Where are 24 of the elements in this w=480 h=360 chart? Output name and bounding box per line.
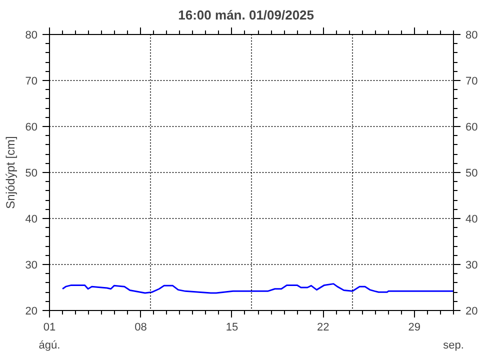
- text: sep.: [443, 340, 464, 352]
- y2-tick-label: 40: [466, 214, 478, 226]
- y2-tick-label: 60: [466, 122, 478, 134]
- x-tick-label: 29: [408, 322, 421, 334]
- x-tick-label: 08: [134, 322, 147, 334]
- y2-tick-label: 50: [466, 168, 478, 180]
- y-tick-label: 40: [25, 214, 38, 226]
- y2-tick-label: 20: [466, 306, 478, 318]
- y-tick-label: 80: [25, 30, 38, 42]
- x-tick-label: 15: [226, 322, 238, 334]
- y2-tick-label: 30: [466, 260, 478, 272]
- y-axis-title: Snjódýpt [cm]: [3, 136, 18, 209]
- y-tick-label: 50: [25, 168, 38, 180]
- chart-title: 16:00 mán. 01/09/2025: [178, 8, 314, 22]
- y2-tick-label: 80: [466, 30, 478, 42]
- x-tick-label: 01: [43, 322, 56, 334]
- line-series: [62, 283, 454, 294]
- y-tick-label: 70: [25, 76, 38, 88]
- text: ágú.: [38, 340, 60, 352]
- y2-tick-label: 70: [466, 76, 478, 88]
- x-tick-label: 22: [317, 322, 330, 334]
- y-tick-label: 30: [25, 260, 38, 272]
- y-tick-label: 60: [25, 122, 38, 134]
- y-tick-label: 20: [25, 306, 38, 318]
